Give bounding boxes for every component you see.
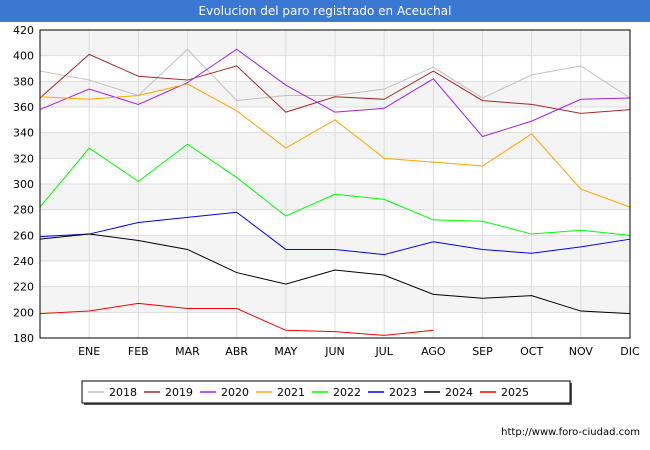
x-axis-ticks: ENE FEB MAR ABR MAY JUN JUL AGO SEP OCT NOV DIC (78, 345, 640, 358)
source-url: http://www.foro-ciudad.com (501, 427, 640, 438)
series-line-2020 (39, 48, 631, 138)
x-tick-label: MAR (175, 345, 200, 358)
x-tick-label: ENE (78, 345, 100, 358)
x-tick-label: FEB (128, 345, 149, 358)
y-tick-label: 340 (13, 127, 34, 140)
x-tick-label: OCT (520, 345, 543, 358)
y-tick-label: 180 (13, 332, 34, 345)
legend-label-2023: 2023 (389, 386, 417, 399)
legend: 2018 2019 2020 2021 2022 2023 2024 2025 (81, 380, 572, 405)
y-tick-label: 300 (13, 178, 34, 191)
series-line-2024 (39, 233, 631, 315)
legend-label-2021: 2021 (277, 386, 305, 399)
legend-label-2019: 2019 (165, 386, 193, 399)
x-tick-label: DIC (620, 345, 640, 358)
series-line-2019 (39, 53, 631, 114)
series-line-2025 (39, 302, 434, 336)
y-tick-label: 420 (13, 24, 34, 37)
y-tick-label: 380 (13, 75, 34, 88)
chart-title: Evolucion del paro registrado en Aceucha… (0, 0, 650, 22)
legend-label-2024: 2024 (445, 386, 473, 399)
x-tick-label: AGO (421, 345, 446, 358)
legend-label-2022: 2022 (333, 386, 361, 399)
x-tick-label: NOV (569, 345, 594, 358)
legend-label-2020: 2020 (221, 386, 249, 399)
y-tick-label: 200 (13, 306, 34, 319)
y-tick-label: 360 (13, 101, 34, 114)
x-tick-label: MAY (274, 345, 297, 358)
y-tick-label: 400 (13, 50, 34, 63)
x-tick-label: SEP (472, 345, 493, 358)
x-tick-label: JUL (374, 345, 393, 358)
series-line-2021 (39, 83, 631, 208)
y-tick-label: 280 (13, 204, 34, 217)
series-line-2022 (39, 143, 631, 236)
y-tick-label: 260 (13, 229, 34, 242)
legend-label-2018: 2018 (109, 386, 137, 399)
legend-label-2025: 2025 (501, 386, 529, 399)
series-line-2023 (39, 211, 631, 256)
y-tick-label: 220 (13, 281, 34, 294)
y-tick-label: 320 (13, 152, 34, 165)
plot-border (39, 29, 631, 339)
series-lines (39, 48, 631, 336)
x-tick-label: ABR (225, 345, 248, 358)
x-tick-label: JUN (324, 345, 345, 358)
y-axis-ticks: 180 200 220 240 260 280 300 320 340 360 380 400 420 (13, 24, 34, 345)
y-tick-label: 240 (13, 255, 34, 268)
